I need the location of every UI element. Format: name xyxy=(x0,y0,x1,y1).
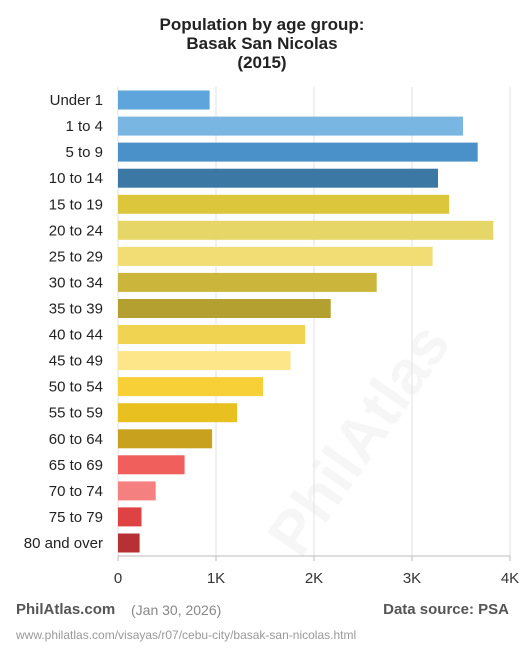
category-label: 70 to 74 xyxy=(49,483,103,500)
bar-55-to-59[interactable] xyxy=(118,403,238,423)
chart-title-line-1: Population by age group: xyxy=(160,15,365,34)
bar-35-to-39[interactable] xyxy=(118,299,331,318)
bar-1-to-4[interactable] xyxy=(118,116,463,136)
bar-65-to-69[interactable] xyxy=(118,455,185,475)
category-label: 75 to 79 xyxy=(49,509,103,526)
category-label: 45 to 49 xyxy=(49,353,103,370)
bars xyxy=(118,90,494,553)
bar-45-to-49[interactable] xyxy=(118,351,291,371)
bar-60-to-64[interactable] xyxy=(118,429,213,449)
brand-link[interactable]: PhilAtlas.com xyxy=(16,601,116,618)
category-label: 65 to 69 xyxy=(49,457,103,474)
chart-title-line-2: Basak San Nicolas xyxy=(186,34,337,53)
bar-50-to-54[interactable] xyxy=(118,377,263,397)
category-labels: Under 1 1 to 4 5 to 9 10 to 14 15 to 19 20 to… xyxy=(24,92,103,552)
category-label: 40 to 44 xyxy=(49,327,103,344)
x-axis: 0 1K 2K 3K 4K xyxy=(114,555,519,587)
category-label: 55 to 59 xyxy=(49,405,103,422)
bar-40-to-44[interactable] xyxy=(118,325,306,344)
bar-15-to-19[interactable] xyxy=(118,194,450,214)
category-label: 1 to 4 xyxy=(65,118,103,135)
category-label: Under 1 xyxy=(50,92,103,109)
population-chart: Population by age group:Basak San Nicola… xyxy=(24,15,519,587)
category-label: 50 to 54 xyxy=(49,379,103,396)
category-label: 20 to 24 xyxy=(49,222,103,239)
x-tick-label: 1K xyxy=(207,570,225,587)
bar-20-to-24[interactable] xyxy=(118,220,494,240)
watermark-text: PhilAtlas xyxy=(255,311,464,568)
bar-under-1[interactable] xyxy=(118,90,210,110)
category-label: 5 to 9 xyxy=(65,144,103,161)
chart-title-line-3: (2015) xyxy=(237,53,286,72)
bar-25-to-29[interactable] xyxy=(118,246,433,266)
bar-75-to-79[interactable] xyxy=(118,507,142,527)
bar-5-to-9[interactable] xyxy=(118,142,478,162)
x-tick-label: 2K xyxy=(305,570,323,587)
x-tick-label: 0 xyxy=(114,570,122,587)
bar-80-and-over[interactable] xyxy=(118,533,140,553)
export-date: (Jan 30, 2026) xyxy=(131,602,222,618)
data-source: Data source: PSA xyxy=(383,601,509,618)
category-label: 15 to 19 xyxy=(49,196,103,213)
grid-lines xyxy=(117,87,511,556)
category-label: 60 to 64 xyxy=(49,431,103,448)
category-label: 80 and over xyxy=(24,535,103,552)
watermark: PhilAtlas xyxy=(255,311,464,568)
chart-title: Population by age group:Basak San Nicola… xyxy=(160,15,365,72)
bar-10-to-14[interactable] xyxy=(118,168,438,188)
category-label: 30 to 34 xyxy=(49,274,103,291)
bar-70-to-74[interactable] xyxy=(118,481,156,501)
page-url[interactable]: www.philatlas.com/visayas/r07/cebu-city/… xyxy=(16,628,357,642)
category-label: 25 to 29 xyxy=(49,248,103,265)
category-label: 35 to 39 xyxy=(49,301,103,318)
bar-30-to-34[interactable] xyxy=(118,272,377,292)
category-label: 10 to 14 xyxy=(49,170,103,187)
x-tick-label: 3K xyxy=(403,570,421,587)
x-tick-label: 4K xyxy=(501,570,519,587)
